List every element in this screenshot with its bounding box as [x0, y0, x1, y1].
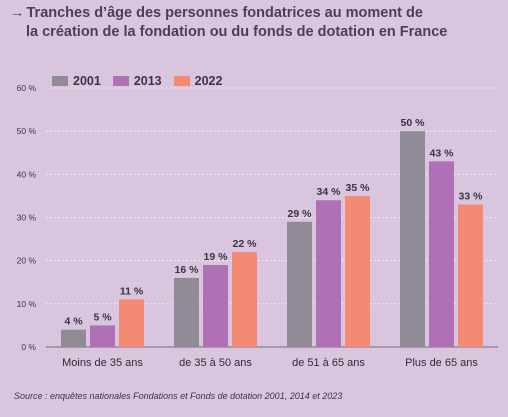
source-note: Source : enquêtes nationales Fondations … — [14, 391, 343, 401]
data-label: 50 % — [401, 117, 426, 129]
legend-swatch-2013 — [112, 76, 129, 86]
data-label: 11 % — [120, 286, 144, 298]
data-label: 22 % — [233, 238, 258, 250]
bar — [458, 204, 483, 347]
x-tick-label: de 35 à 50 ans — [179, 357, 252, 369]
y-tick-label: 30 % — [17, 213, 37, 223]
bar — [287, 221, 312, 347]
bar — [429, 161, 454, 347]
bar — [400, 131, 425, 347]
bar — [119, 299, 144, 347]
legend-item-2022: 2022 — [173, 74, 223, 88]
bar — [61, 329, 86, 347]
y-tick-label: 10 % — [17, 299, 37, 309]
legend-label-2022: 2022 — [194, 74, 223, 88]
title-line-2: la création de la fondation ou du fonds … — [26, 24, 448, 40]
legend-item-2001: 2001 — [52, 74, 101, 88]
bar — [345, 195, 370, 347]
legend-swatch-2001 — [52, 76, 68, 86]
bar — [232, 252, 257, 347]
legend-label-2001: 2001 — [73, 74, 101, 88]
bar — [203, 264, 228, 347]
x-tick-label: Moins de 35 ans — [62, 357, 143, 369]
data-label: 16 % — [175, 264, 200, 276]
legend: 2001 2013 2022 — [52, 74, 222, 88]
data-label: 33 % — [459, 191, 484, 203]
data-label: 34 % — [317, 186, 342, 198]
x-tick-label: Plus de 65 ans — [405, 357, 478, 369]
legend-item-2013: 2013 — [112, 74, 162, 88]
data-label: 43 % — [430, 147, 455, 159]
arrow-icon: → — [10, 5, 25, 21]
x-tick-label: de 51 à 65 ans — [292, 357, 365, 369]
data-label: 5 % — [93, 311, 112, 323]
data-label: 29 % — [288, 208, 313, 220]
y-tick-label: 0 % — [21, 342, 36, 352]
y-tick-label: 50 % — [17, 126, 37, 136]
bar — [90, 325, 115, 347]
data-label: 19 % — [204, 251, 229, 263]
title-line-1: Tranches d’âge des personnes fondatrices… — [26, 5, 423, 21]
bar — [174, 277, 199, 347]
y-tick-label: 40 % — [17, 169, 37, 179]
legend-swatch-2022 — [173, 76, 190, 86]
data-label: 35 % — [346, 182, 371, 194]
data-label: 4 % — [64, 316, 83, 328]
y-tick-label: 60 % — [17, 83, 37, 93]
y-tick-label: 20 % — [17, 256, 37, 266]
legend-label-2013: 2013 — [133, 74, 162, 88]
bar — [316, 200, 341, 347]
chart-title: → Tranches d’âge des personnes fondatrice… — [10, 4, 500, 42]
